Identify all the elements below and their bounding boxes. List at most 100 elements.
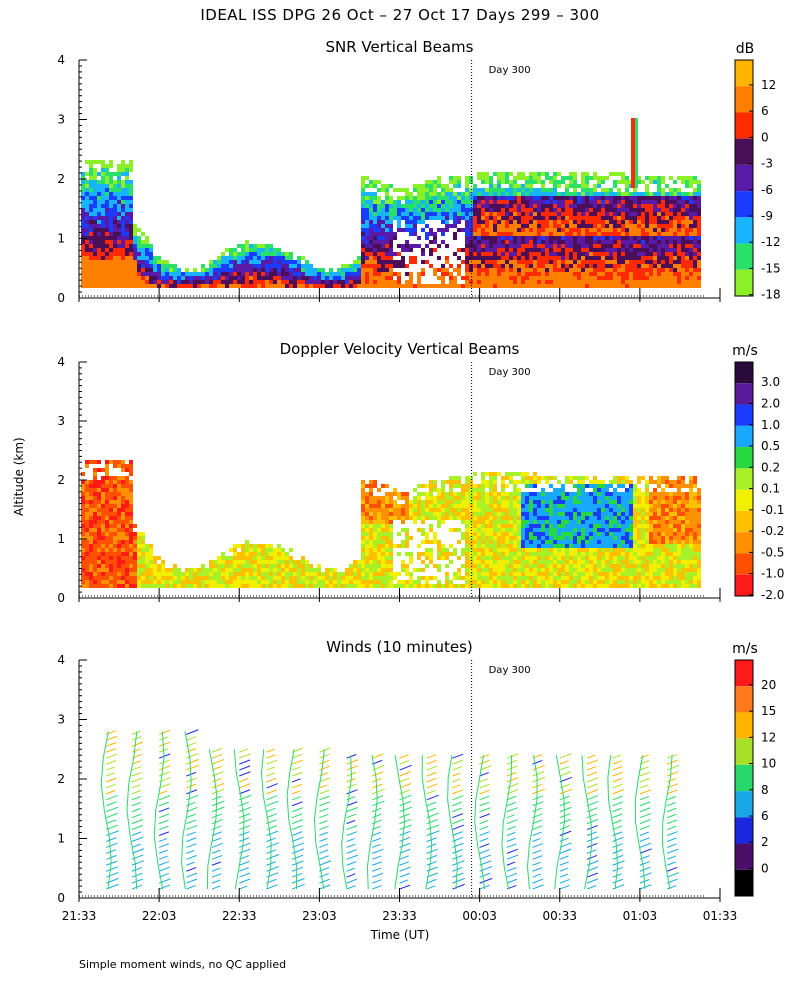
heat-cell: [281, 268, 285, 272]
heat-cell: [325, 272, 329, 276]
heat-cell: [481, 500, 485, 504]
heat-cell: [609, 172, 613, 176]
heat-cell: [569, 172, 573, 176]
heat-cell: [549, 260, 553, 264]
heat-cell: [109, 512, 113, 516]
heat-cell: [697, 220, 701, 224]
heat-cell: [413, 260, 417, 264]
heat-cell: [549, 280, 553, 284]
heat-cell: [681, 196, 685, 200]
heat-cell: [485, 564, 489, 568]
heat-cell: [245, 564, 249, 568]
heat-cell: [685, 232, 689, 236]
heat-cell: [129, 472, 133, 476]
heat-cell: [257, 556, 261, 560]
heat-cell: [609, 224, 613, 228]
heat-cell: [249, 284, 253, 288]
heat-cell: [469, 520, 473, 524]
heat-cell: [85, 232, 89, 236]
heat-cell: [417, 216, 421, 220]
heat-cell: [505, 508, 509, 512]
heat-cell: [369, 500, 373, 504]
heat-cell: [141, 568, 145, 572]
heat-cell: [125, 220, 129, 224]
heat-cell: [489, 200, 493, 204]
heat-cell: [509, 268, 513, 272]
heat-cell: [133, 244, 137, 248]
heat-cell: [473, 260, 477, 264]
heat-cell: [465, 272, 469, 276]
heat-cell: [409, 576, 413, 580]
heat-cell: [521, 532, 525, 536]
heat-cell: [509, 188, 513, 192]
heat-cell: [669, 212, 673, 216]
heat-cell: [529, 200, 533, 204]
heat-cell: [549, 512, 553, 516]
heat-cell: [465, 480, 469, 484]
heat-cell: [165, 576, 169, 580]
heat-cell: [549, 248, 553, 252]
heat-cell: [237, 244, 241, 248]
heat-cell: [105, 504, 109, 508]
heat-cell: [361, 176, 365, 180]
heat-cell: [513, 500, 517, 504]
heat-cell: [397, 204, 401, 208]
heat-cell: [373, 500, 377, 504]
heat-cell: [521, 540, 525, 544]
heat-cell: [545, 552, 549, 556]
heat-cell: [429, 196, 433, 200]
heat-cell: [613, 224, 617, 228]
heat-cell: [117, 464, 121, 468]
heat-cell: [477, 560, 481, 564]
heat-cell: [97, 204, 101, 208]
heat-cell: [533, 480, 537, 484]
heat-cell: [505, 504, 509, 508]
heat-cell: [85, 580, 89, 584]
heat-cell: [201, 564, 205, 568]
heat-cell: [365, 556, 369, 560]
heat-cell: [661, 236, 665, 240]
heat-cell: [525, 472, 529, 476]
heat-cell: [113, 264, 117, 268]
heat-cell: [417, 284, 421, 288]
heat-cell: [165, 568, 169, 572]
heat-cell: [473, 240, 477, 244]
heat-cell: [417, 184, 421, 188]
heat-cell: [529, 176, 533, 180]
heat-cell: [521, 528, 525, 532]
heat-cell: [417, 208, 421, 212]
heat-cell: [125, 276, 129, 280]
heat-cell: [129, 532, 133, 536]
heat-cell: [97, 188, 101, 192]
heat-cell: [625, 272, 629, 276]
heat-cell: [641, 256, 645, 260]
heat-cell: [409, 500, 413, 504]
heat-cell: [537, 580, 541, 584]
heat-cell: [549, 524, 553, 528]
heat-cell: [557, 268, 561, 272]
heat-cell: [609, 284, 613, 288]
heat-cell: [569, 200, 573, 204]
heat-cell: [529, 476, 533, 480]
heat-cell: [561, 192, 565, 196]
heat-cell: [653, 232, 657, 236]
heat-cell: [365, 252, 369, 256]
heat-cell: [505, 532, 509, 536]
heat-cell: [381, 276, 385, 280]
heat-cell: [509, 500, 513, 504]
heat-cell: [365, 200, 369, 204]
heat-cell: [89, 500, 93, 504]
heat-cell: [485, 480, 489, 484]
heat-cell: [517, 256, 521, 260]
heat-cell: [577, 184, 581, 188]
heat-cell: [561, 176, 565, 180]
heat-cell: [537, 504, 541, 508]
heat-cell: [549, 188, 553, 192]
heat-cell: [149, 544, 153, 548]
heat-cell: [393, 516, 397, 520]
heat-cell: [489, 240, 493, 244]
heat-cell: [541, 544, 545, 548]
heat-cell: [697, 200, 701, 204]
heat-cell: [133, 536, 137, 540]
heat-cell: [405, 212, 409, 216]
